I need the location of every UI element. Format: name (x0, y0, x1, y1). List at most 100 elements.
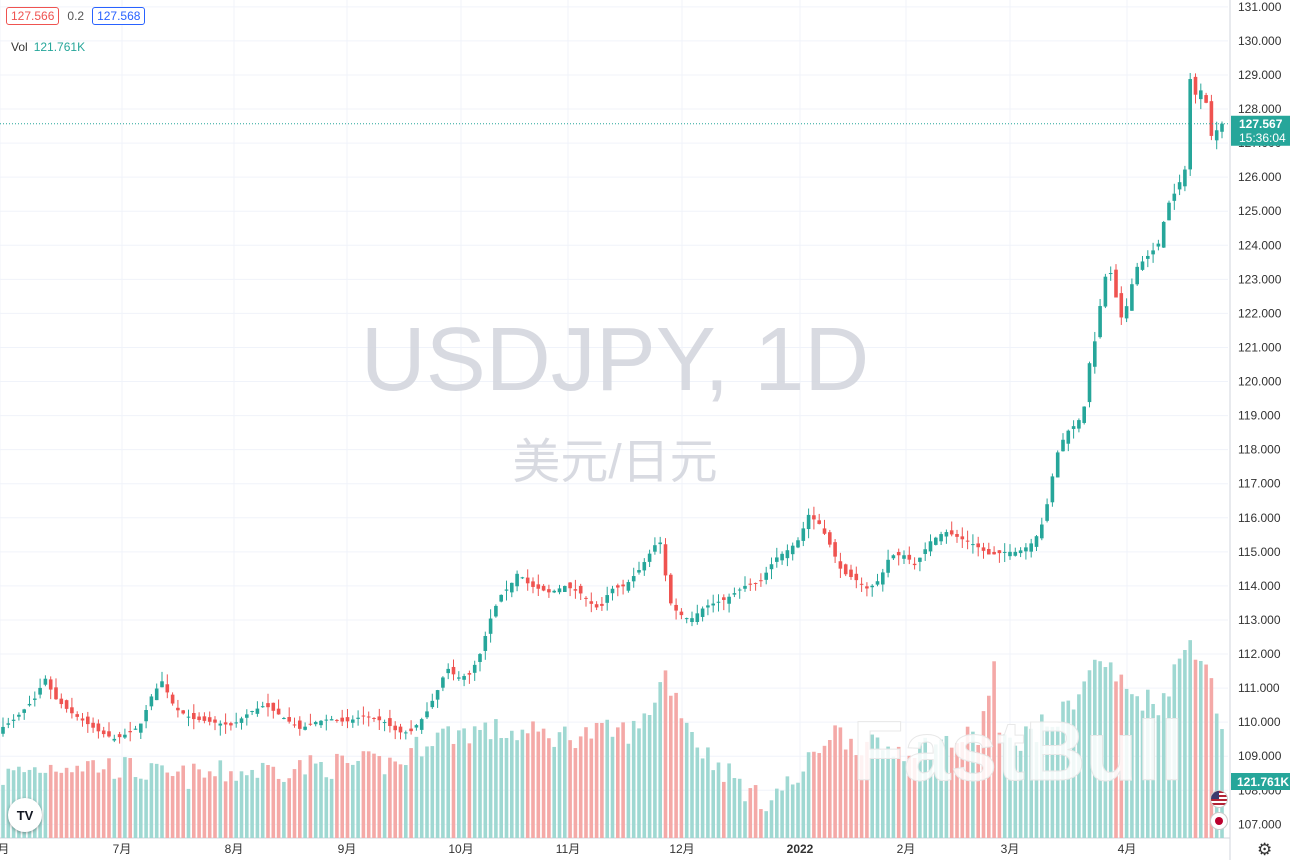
candle-body (557, 588, 562, 593)
candle-body (75, 714, 79, 717)
y-tick-label: 126.000 (1238, 170, 1282, 184)
candle-body (981, 547, 986, 551)
candle-body (366, 716, 371, 718)
volume-bar (1071, 709, 1076, 838)
candle-body (865, 586, 869, 589)
candle-body (828, 532, 832, 545)
volume-bar (748, 788, 753, 838)
candle-body (292, 724, 297, 726)
volume-bar (1098, 661, 1102, 838)
candle-body (117, 734, 122, 738)
candle-body (266, 703, 270, 708)
candle-body (356, 717, 360, 719)
candle-body (801, 528, 806, 541)
candle-body (1161, 221, 1166, 248)
candle-body (1204, 95, 1208, 103)
volume-bar (1061, 701, 1065, 838)
y-tick-label: 109.000 (1238, 749, 1282, 763)
candle-body (382, 722, 387, 724)
candle-body (1082, 406, 1086, 423)
candle-body (202, 716, 207, 721)
volume-bar (695, 747, 700, 838)
volume-bar (525, 733, 530, 838)
x-tick-label: 8月 (225, 842, 244, 856)
volume-bar (1077, 694, 1081, 838)
volume-bar (541, 728, 546, 838)
candle-body (1093, 341, 1097, 367)
volume-bar (467, 743, 472, 838)
volume-value: 121.761K (33, 40, 86, 54)
candle-body (1040, 524, 1044, 539)
volume-bar (287, 778, 291, 838)
volume-bar (1119, 674, 1124, 838)
volume-bar (764, 811, 768, 838)
volume-bar (308, 755, 313, 838)
candle-body (976, 543, 980, 548)
volume-bar (409, 748, 413, 838)
volume-bar (1124, 688, 1129, 838)
candle-body (48, 679, 53, 690)
gear-icon[interactable]: ⚙ (1257, 840, 1273, 859)
y-tick-label: 120.000 (1238, 375, 1282, 389)
volume-bar (483, 722, 488, 838)
candle-body (1071, 426, 1076, 429)
volume-bar (918, 742, 922, 838)
volume-bar (912, 757, 917, 838)
bid-price-box[interactable]: 127.566 (6, 7, 60, 25)
volume-bar (165, 772, 170, 838)
x-tick-label: 11月 (556, 842, 580, 856)
candle-body (419, 719, 424, 730)
us-flag-icon[interactable] (1211, 791, 1227, 807)
candle-body (616, 585, 620, 588)
y-tick-label: 119.000 (1238, 409, 1281, 423)
volume-bar (923, 737, 927, 838)
volume-bar (446, 726, 450, 838)
volume-label: Vol (11, 40, 28, 54)
candle-body (727, 596, 731, 604)
volume-bar (669, 695, 673, 838)
candle-body (1172, 193, 1177, 201)
candle-body (160, 681, 164, 688)
volume-bar (1183, 650, 1187, 838)
ask-price-box[interactable]: 127.568 (92, 7, 146, 25)
volume-bar (96, 772, 101, 838)
volume-bar (276, 778, 281, 838)
candle-body (1045, 504, 1049, 521)
volume-bar (955, 743, 959, 838)
candle-body (663, 544, 668, 576)
candle-body (70, 707, 74, 714)
candle-body (398, 726, 403, 733)
volume-bar (531, 721, 535, 838)
volume-bar (896, 746, 901, 838)
volume-bar (706, 747, 710, 838)
candle-body (197, 716, 201, 720)
candle-body (854, 573, 859, 581)
candle-body (229, 723, 233, 726)
candle-body (133, 728, 138, 730)
candle-body (1050, 476, 1055, 503)
japan-flag-icon[interactable] (1211, 813, 1227, 829)
candle-body (568, 582, 572, 589)
candle-body (430, 700, 435, 708)
volume-bar (939, 739, 943, 838)
volume-bar (1140, 710, 1145, 838)
x-tick-label: 7月 (113, 842, 132, 856)
candle-body (86, 716, 90, 725)
volume-bar (515, 740, 519, 838)
volume-bar (557, 732, 562, 838)
volume-bar (324, 777, 329, 838)
volume-bar (419, 756, 424, 838)
volume-bar (271, 766, 276, 838)
candle-body (563, 586, 567, 592)
volume-bar (854, 755, 859, 838)
tradingview-logo-icon[interactable]: TV (8, 798, 42, 832)
volume-bar (128, 758, 132, 838)
candle-body (6, 723, 11, 725)
candle-body (1061, 439, 1065, 452)
candle-body (875, 581, 880, 585)
y-tick-label: 124.000 (1238, 238, 1282, 252)
candle-body (144, 710, 148, 722)
volume-bar (133, 777, 138, 838)
